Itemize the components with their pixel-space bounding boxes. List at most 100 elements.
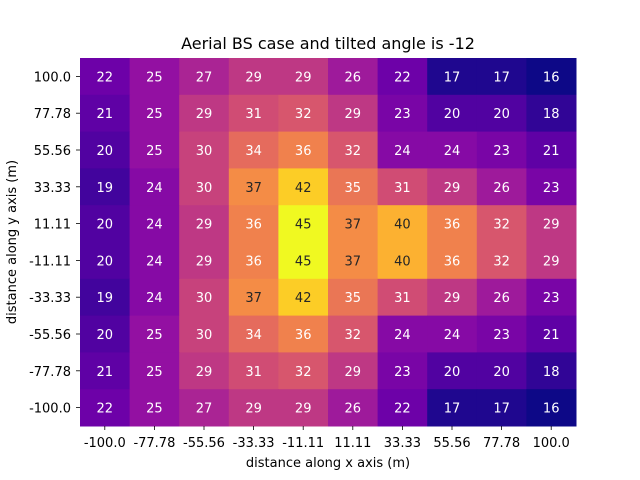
cell-value-label: 31 — [245, 365, 262, 380]
cell-value-label: 34 — [245, 328, 262, 343]
heatmap-cell — [80, 131, 131, 169]
cell-value-label: 25 — [146, 70, 163, 85]
heatmap-cell — [328, 278, 379, 317]
heatmap-cell — [476, 205, 527, 243]
cell-value-label: 20 — [97, 328, 114, 343]
cell-value-label: 20 — [97, 254, 114, 269]
y-tick-label: 77.78 — [34, 107, 71, 122]
cell-value-label: 20 — [97, 144, 114, 159]
cell-value-label: 30 — [196, 291, 213, 306]
cell-value-label: 21 — [97, 365, 114, 380]
heatmap-cell — [179, 58, 230, 96]
cell-value-label: 31 — [245, 107, 262, 122]
cell-value-label: 17 — [444, 402, 461, 417]
heatmap-cell — [377, 58, 428, 96]
heatmap-cell — [377, 278, 428, 317]
heatmap-cell — [129, 58, 180, 96]
heatmap-cell — [179, 352, 230, 390]
cell-value-label: 29 — [295, 70, 312, 85]
heatmap-cell — [377, 131, 428, 169]
y-tick-label: 100.0 — [34, 70, 71, 85]
cell-value-label: 26 — [345, 402, 362, 417]
heatmap-cell — [476, 389, 527, 427]
heatmap-cell — [228, 94, 279, 133]
x-tick-label: -33.33 — [233, 436, 275, 451]
cell-value-label: 29 — [543, 218, 560, 233]
cell-value-label: 24 — [146, 291, 163, 306]
cell-value-label: 27 — [196, 70, 213, 85]
y-tick-label: -100.0 — [29, 402, 71, 417]
cell-value-label: 29 — [345, 365, 362, 380]
heatmap-cell — [278, 205, 329, 243]
cell-value-label: 36 — [245, 218, 262, 233]
y-tick-label: -77.78 — [29, 365, 71, 380]
heatmap-cell — [129, 168, 180, 206]
heatmap-cell — [179, 131, 230, 169]
heatmap-cell — [476, 278, 527, 317]
cell-value-label: 31 — [394, 181, 411, 196]
cell-value-label: 21 — [543, 328, 560, 343]
heatmap-cell — [328, 352, 379, 390]
heatmap-cell — [328, 94, 379, 133]
heatmap-cell — [427, 352, 478, 390]
x-tick-label: 11.11 — [334, 436, 371, 451]
cell-value-label: 19 — [97, 181, 114, 196]
heatmap-cell — [328, 131, 379, 169]
cell-value-label: 32 — [493, 218, 510, 233]
cell-value-label: 29 — [196, 254, 213, 269]
heatmap-cell — [80, 168, 131, 206]
heatmap-cell — [427, 94, 478, 133]
cell-value-label: 23 — [543, 291, 560, 306]
cell-value-label: 40 — [394, 254, 411, 269]
heatmap-cell — [476, 58, 527, 96]
cell-value-label: 32 — [345, 328, 362, 343]
cell-value-label: 37 — [245, 181, 262, 196]
cell-value-label: 24 — [444, 144, 461, 159]
y-tick-label: 11.11 — [34, 218, 71, 233]
heatmap-cell — [377, 168, 428, 206]
heatmap-cell — [476, 131, 527, 169]
x-tick-label: 33.33 — [384, 436, 421, 451]
heatmap-cell — [228, 205, 279, 243]
heatmap-cell — [278, 242, 329, 280]
cell-value-label: 26 — [493, 181, 510, 196]
cell-value-label: 20 — [444, 107, 461, 122]
heatmap-cell — [476, 352, 527, 390]
heatmap-cell — [179, 278, 230, 317]
heatmap-cell — [129, 352, 180, 390]
heatmap-cells: 22 25 27 29 29 26 22 17 17 16 21 25 29 31 32 29 23 20 20 18… — [80, 58, 577, 427]
x-tick-label: -100.0 — [84, 436, 126, 451]
heatmap-cell — [526, 352, 577, 390]
cell-value-label: 17 — [493, 402, 510, 417]
heatmap-cell — [228, 242, 279, 280]
heatmap-cell — [278, 352, 329, 390]
y-axis-label: distance along y axis (m) — [5, 160, 20, 324]
cell-value-label: 27 — [196, 402, 213, 417]
cell-value-label: 25 — [146, 402, 163, 417]
cell-value-label: 21 — [543, 144, 560, 159]
cell-value-label: 29 — [543, 254, 560, 269]
cell-value-label: 18 — [543, 365, 560, 380]
cell-value-label: 25 — [146, 107, 163, 122]
x-tick-label: 55.56 — [433, 436, 470, 451]
cell-value-label: 30 — [196, 328, 213, 343]
heatmap-cell — [129, 278, 180, 317]
heatmap-cell — [377, 242, 428, 280]
heatmap-cell — [476, 242, 527, 280]
heatmap-cell — [129, 315, 180, 353]
cell-value-label: 24 — [394, 328, 411, 343]
heatmap-cell — [526, 131, 577, 169]
cell-value-label: 42 — [295, 291, 312, 306]
cell-value-label: 31 — [394, 291, 411, 306]
heatmap-cell — [476, 315, 527, 353]
cell-value-label: 29 — [345, 107, 362, 122]
heatmap-cell — [526, 58, 577, 96]
heatmap-cell — [80, 94, 131, 133]
cell-value-label: 34 — [245, 144, 262, 159]
heatmap-cell — [427, 58, 478, 96]
heatmap-cell — [278, 315, 329, 353]
heatmap-cell — [228, 315, 279, 353]
heatmap-cell — [427, 315, 478, 353]
heatmap-cell — [476, 94, 527, 133]
